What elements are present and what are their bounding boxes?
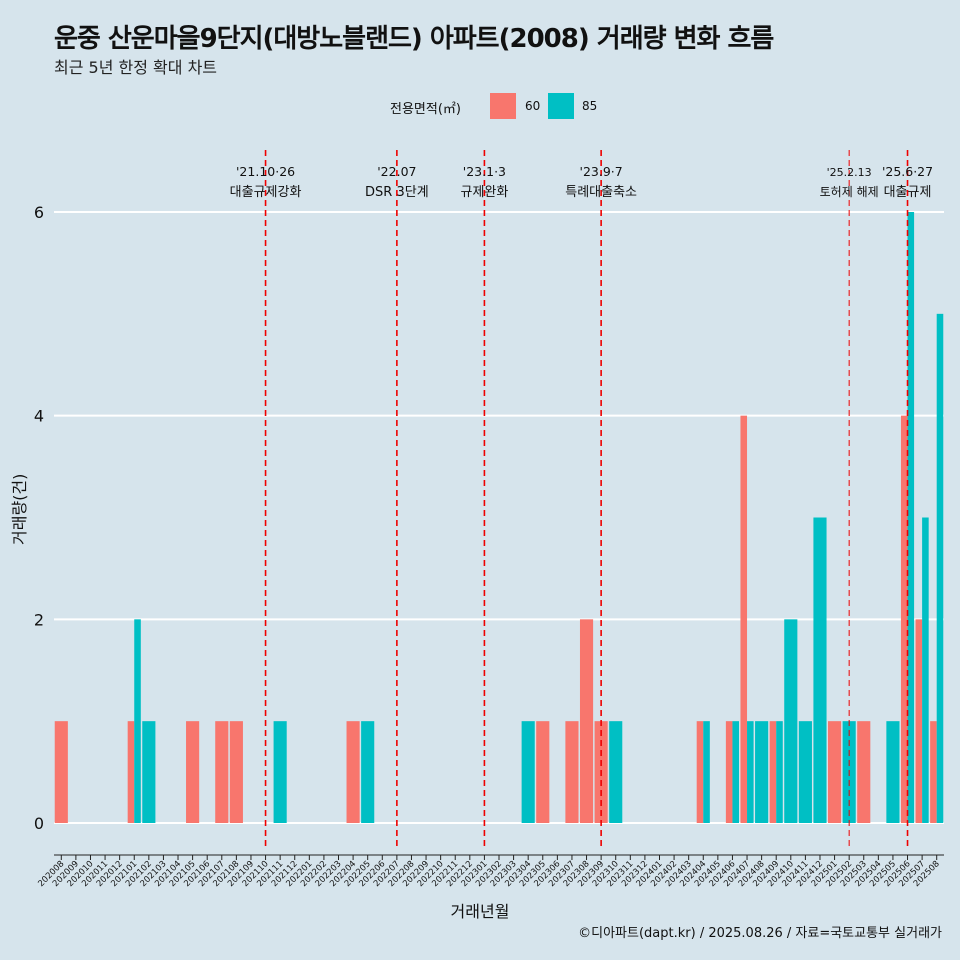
bar-85-202102 bbox=[142, 721, 156, 823]
bar-85-202407 bbox=[747, 721, 754, 823]
legend: 전용면적(㎡) 60 85 bbox=[0, 92, 960, 122]
y-tick-label: 6 bbox=[34, 203, 44, 222]
event-text-label: 대출규제 bbox=[884, 185, 932, 200]
y-tick-label: 0 bbox=[34, 814, 44, 833]
bar-60-202506 bbox=[900, 415, 908, 823]
event-text-label: 특례대출축소 bbox=[565, 185, 637, 200]
bar-85-202508 bbox=[936, 313, 944, 823]
event-text-label: 규제완화 bbox=[460, 185, 508, 200]
event-date-label: '21.10·26 bbox=[236, 164, 295, 179]
legend-label-85: 85 bbox=[582, 99, 598, 113]
event-text-label: 토허제 해제 bbox=[820, 185, 879, 199]
event-text-label: 대출규제강화 bbox=[230, 185, 302, 200]
event-date-label: '23.9·7 bbox=[580, 164, 623, 179]
bar-60-202407 bbox=[740, 415, 748, 823]
chart-title: 운중 산운마을9단지(대방노블랜드) 아파트(2008) 거래량 변화 흐름 bbox=[54, 24, 774, 54]
bar-85-202406 bbox=[732, 721, 740, 823]
bar-60-202404 bbox=[696, 721, 704, 823]
bar-85-202409 bbox=[776, 721, 783, 823]
bar-85-202101 bbox=[134, 619, 141, 823]
legend-swatch-85 bbox=[548, 93, 574, 119]
bar-60-202101 bbox=[127, 721, 135, 823]
bar-85-202505 bbox=[886, 721, 900, 823]
bar-85-202411 bbox=[798, 721, 812, 823]
bar-60-202107 bbox=[215, 721, 229, 823]
legend-label-60: 60 bbox=[525, 99, 541, 113]
bar-85-202304 bbox=[521, 721, 535, 823]
source-caption: ©디아파트(dapt.kr) / 2025.08.26 / 자료=국토교통부 실… bbox=[578, 926, 942, 941]
bar-85-202111 bbox=[273, 721, 287, 823]
bar-60-202501 bbox=[828, 721, 842, 823]
y-axis-label: 거래량(건) bbox=[10, 473, 29, 545]
bar-60-202409 bbox=[769, 721, 777, 823]
chart-subtitle: 최근 5년 한정 확대 차트 bbox=[54, 58, 218, 77]
bar-85-202205 bbox=[361, 721, 375, 823]
legend-swatch-60 bbox=[490, 93, 516, 119]
bar-60-202108 bbox=[229, 721, 243, 823]
y-tick-label: 2 bbox=[34, 610, 44, 629]
bar-60-202008 bbox=[54, 721, 68, 823]
bar-60-202508 bbox=[930, 721, 937, 823]
event-date-label: '25.6·27 bbox=[882, 164, 933, 179]
bar-60-202105 bbox=[186, 721, 200, 823]
bar-85-202408 bbox=[755, 721, 769, 823]
bar-60-202308 bbox=[579, 619, 594, 823]
bar-85-202507 bbox=[922, 517, 929, 823]
bar-60-202507 bbox=[915, 619, 923, 823]
bar-60-202406 bbox=[725, 721, 733, 823]
x-axis-label: 거래년월 bbox=[450, 902, 510, 921]
bar-60-202503 bbox=[857, 721, 871, 823]
bar-85-202404 bbox=[703, 721, 710, 823]
y-tick-label: 4 bbox=[34, 407, 44, 426]
bar-60-202307 bbox=[565, 721, 579, 823]
event-date-label: '25.2.13 bbox=[827, 166, 872, 179]
event-text-label: DSR 3단계 bbox=[365, 185, 429, 200]
bar-85-202310 bbox=[609, 721, 623, 823]
event-date-label: '23.1·3 bbox=[463, 164, 506, 179]
event-date-label: '22.07 bbox=[377, 164, 416, 179]
bar-85-202506 bbox=[907, 212, 915, 823]
bar-60-202204 bbox=[346, 721, 360, 823]
legend-title: 전용면적(㎡) bbox=[390, 102, 461, 117]
bar-60-202305 bbox=[536, 721, 550, 823]
bar-85-202410 bbox=[784, 619, 798, 823]
bar-85-202412 bbox=[813, 517, 827, 823]
